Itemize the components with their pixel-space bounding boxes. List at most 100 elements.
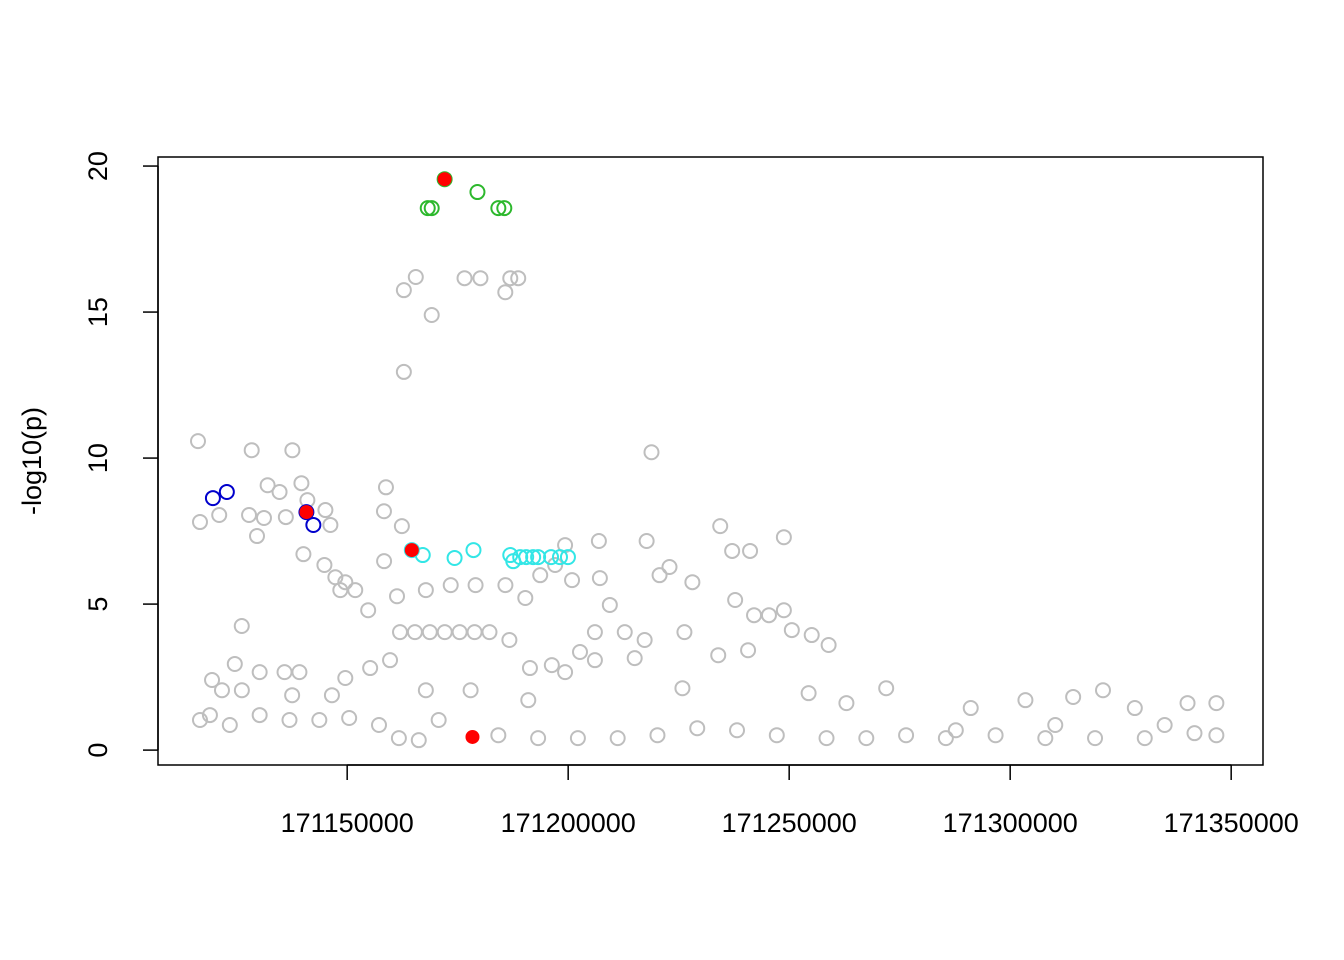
point — [430, 712, 447, 729]
point — [371, 716, 387, 733]
point — [249, 528, 266, 545]
point — [643, 444, 660, 461]
point — [800, 685, 817, 702]
point — [481, 624, 498, 641]
point — [651, 567, 668, 584]
point — [559, 549, 576, 566]
point — [211, 507, 228, 524]
point — [389, 588, 406, 605]
point — [530, 730, 547, 747]
point — [472, 270, 489, 287]
point — [532, 567, 549, 584]
y-tick-label: 20 — [83, 151, 113, 181]
point — [407, 269, 424, 286]
point — [521, 660, 538, 677]
point — [360, 602, 377, 619]
point — [241, 507, 258, 524]
point — [462, 682, 479, 699]
point — [626, 650, 643, 667]
point — [190, 433, 207, 450]
point — [284, 687, 301, 704]
point — [469, 184, 486, 201]
point — [393, 518, 410, 535]
point — [218, 483, 235, 500]
point — [337, 574, 354, 591]
point — [341, 709, 358, 726]
point — [820, 636, 837, 653]
point — [724, 542, 741, 559]
point — [316, 556, 333, 573]
point — [305, 516, 322, 533]
point — [255, 509, 272, 526]
point — [451, 624, 468, 641]
point — [421, 624, 438, 641]
y-tick-label: 5 — [83, 597, 113, 612]
point — [442, 577, 459, 594]
x-tick-label: 171150000 — [281, 808, 414, 838]
point — [586, 624, 603, 641]
x-tick-label: 171250000 — [722, 808, 857, 838]
point — [1017, 692, 1034, 709]
point — [377, 479, 394, 496]
point — [497, 577, 514, 594]
point — [609, 730, 626, 747]
point — [293, 475, 310, 492]
point — [395, 282, 412, 299]
point — [1126, 700, 1143, 717]
x-tick-label: 171350000 — [1164, 808, 1299, 838]
point — [410, 732, 427, 749]
point — [1087, 730, 1104, 747]
point — [520, 692, 537, 709]
point — [649, 727, 666, 744]
point — [496, 200, 513, 217]
point — [277, 509, 294, 526]
point — [543, 549, 560, 566]
y-tick-label: 10 — [83, 443, 113, 473]
point — [1094, 682, 1111, 699]
point — [676, 624, 693, 641]
point — [502, 270, 519, 287]
point — [501, 632, 518, 649]
point — [213, 682, 230, 699]
point — [1065, 688, 1082, 705]
point — [530, 549, 547, 566]
point — [674, 680, 691, 697]
point — [382, 652, 399, 669]
point — [490, 200, 507, 217]
point — [391, 624, 408, 641]
point — [281, 712, 298, 729]
point — [299, 505, 314, 520]
point — [543, 657, 560, 674]
point — [564, 572, 581, 589]
point — [569, 730, 586, 747]
point — [760, 607, 777, 624]
point — [803, 627, 820, 644]
point — [746, 607, 763, 624]
point — [437, 172, 452, 187]
point — [510, 270, 527, 287]
point — [768, 727, 785, 744]
point — [375, 503, 392, 520]
point — [423, 200, 440, 217]
point — [191, 712, 208, 729]
point — [1208, 695, 1225, 712]
point — [517, 589, 534, 606]
point — [271, 483, 288, 500]
point — [591, 570, 608, 587]
point — [1037, 730, 1054, 747]
point — [317, 502, 334, 519]
point — [987, 727, 1004, 744]
point — [712, 518, 729, 535]
point — [417, 682, 434, 699]
point — [1179, 695, 1196, 712]
point — [1156, 716, 1173, 733]
point — [490, 727, 507, 744]
point — [191, 514, 208, 531]
point — [436, 624, 453, 641]
point — [638, 533, 655, 550]
point — [525, 549, 542, 566]
point — [419, 200, 436, 217]
point — [937, 730, 954, 747]
point — [740, 642, 757, 659]
